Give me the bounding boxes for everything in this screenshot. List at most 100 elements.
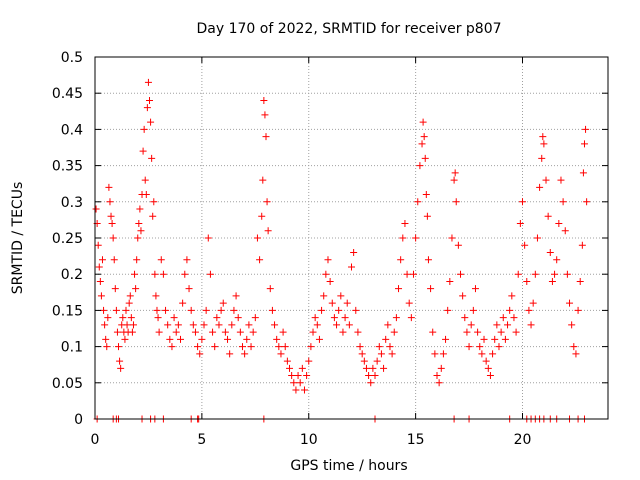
data-point xyxy=(309,328,317,336)
data-point xyxy=(305,357,313,365)
data-point xyxy=(311,314,319,322)
data-point xyxy=(365,372,373,380)
data-point xyxy=(236,328,244,336)
data-point xyxy=(281,343,289,351)
data-point xyxy=(234,314,242,322)
data-point xyxy=(245,321,253,329)
data-point xyxy=(100,306,108,314)
data-point xyxy=(491,335,499,343)
data-point xyxy=(168,343,176,351)
data-point xyxy=(123,321,131,329)
data-point xyxy=(97,292,105,300)
data-point xyxy=(196,350,204,358)
x-tick-labels: 0 5 10 15 20 xyxy=(91,432,532,448)
data-point xyxy=(531,270,539,278)
data-point xyxy=(418,140,426,148)
data-point xyxy=(202,306,210,314)
data-point xyxy=(523,277,531,285)
data-point xyxy=(135,220,143,228)
data-point xyxy=(249,328,257,336)
data-point xyxy=(179,299,187,307)
data-point xyxy=(110,256,118,264)
data-point xyxy=(557,176,565,184)
data-point xyxy=(482,357,490,365)
data-point xyxy=(298,364,306,372)
data-point xyxy=(211,343,219,351)
data-point xyxy=(510,314,518,322)
data-point xyxy=(527,321,535,329)
data-point xyxy=(461,314,469,322)
data-point xyxy=(476,343,484,351)
y-tick-label: 0.45 xyxy=(52,86,83,102)
data-point xyxy=(335,306,343,314)
data-point xyxy=(300,386,308,394)
data-point xyxy=(572,350,580,358)
data-point xyxy=(478,350,486,358)
y-tick-label: 0 xyxy=(74,412,83,428)
data-point xyxy=(111,285,119,293)
data-point xyxy=(141,176,149,184)
data-point xyxy=(512,328,520,336)
data-point xyxy=(200,321,208,329)
data-point xyxy=(504,321,512,329)
data-point xyxy=(238,343,246,351)
data-point xyxy=(525,306,533,314)
data-point xyxy=(125,299,133,307)
data-point xyxy=(107,212,115,220)
y-tick-label: 0.3 xyxy=(61,195,83,211)
data-points xyxy=(92,78,591,423)
data-point xyxy=(204,234,212,242)
data-point xyxy=(330,314,338,322)
data-point xyxy=(217,306,225,314)
data-point xyxy=(386,343,394,351)
data-point xyxy=(159,270,167,278)
data-point xyxy=(143,104,151,112)
data-point xyxy=(457,270,465,278)
data-point xyxy=(266,285,274,293)
data-point xyxy=(94,241,102,249)
data-point xyxy=(320,292,328,300)
data-point xyxy=(279,328,287,336)
data-point xyxy=(153,306,161,314)
data-point xyxy=(215,321,223,329)
data-point xyxy=(139,147,147,155)
data-point xyxy=(277,350,285,358)
data-point xyxy=(419,118,427,126)
data-point xyxy=(493,321,501,329)
data-point xyxy=(162,306,170,314)
data-point xyxy=(219,299,227,307)
data-point xyxy=(213,314,221,322)
data-point xyxy=(228,321,236,329)
data-point xyxy=(427,285,435,293)
data-point xyxy=(433,372,441,380)
data-point xyxy=(247,343,255,351)
data-point xyxy=(574,306,582,314)
data-point xyxy=(403,270,411,278)
y-tick-label: 0.25 xyxy=(52,231,83,247)
data-point xyxy=(96,277,104,285)
data-point xyxy=(326,277,334,285)
x-tick-label: 10 xyxy=(300,432,318,448)
data-point xyxy=(343,299,351,307)
y-tick-label: 0.4 xyxy=(61,122,83,138)
data-point xyxy=(315,335,323,343)
data-point xyxy=(467,321,475,329)
data-point xyxy=(283,357,291,365)
plot-frame xyxy=(94,56,609,420)
y-tick-label: 0.15 xyxy=(52,303,83,319)
data-point xyxy=(399,234,407,242)
data-point xyxy=(185,285,193,293)
data-point xyxy=(307,343,315,351)
data-point xyxy=(151,270,159,278)
data-point xyxy=(544,212,552,220)
data-point xyxy=(113,328,121,336)
data-point xyxy=(275,343,283,351)
chart-title: Day 170 of 2022, SRMTID for receiver p80… xyxy=(196,21,501,37)
data-point xyxy=(260,96,268,104)
data-point xyxy=(576,277,584,285)
data-point xyxy=(106,198,114,206)
data-point xyxy=(154,314,162,322)
data-point xyxy=(126,292,134,300)
data-point xyxy=(241,350,249,358)
